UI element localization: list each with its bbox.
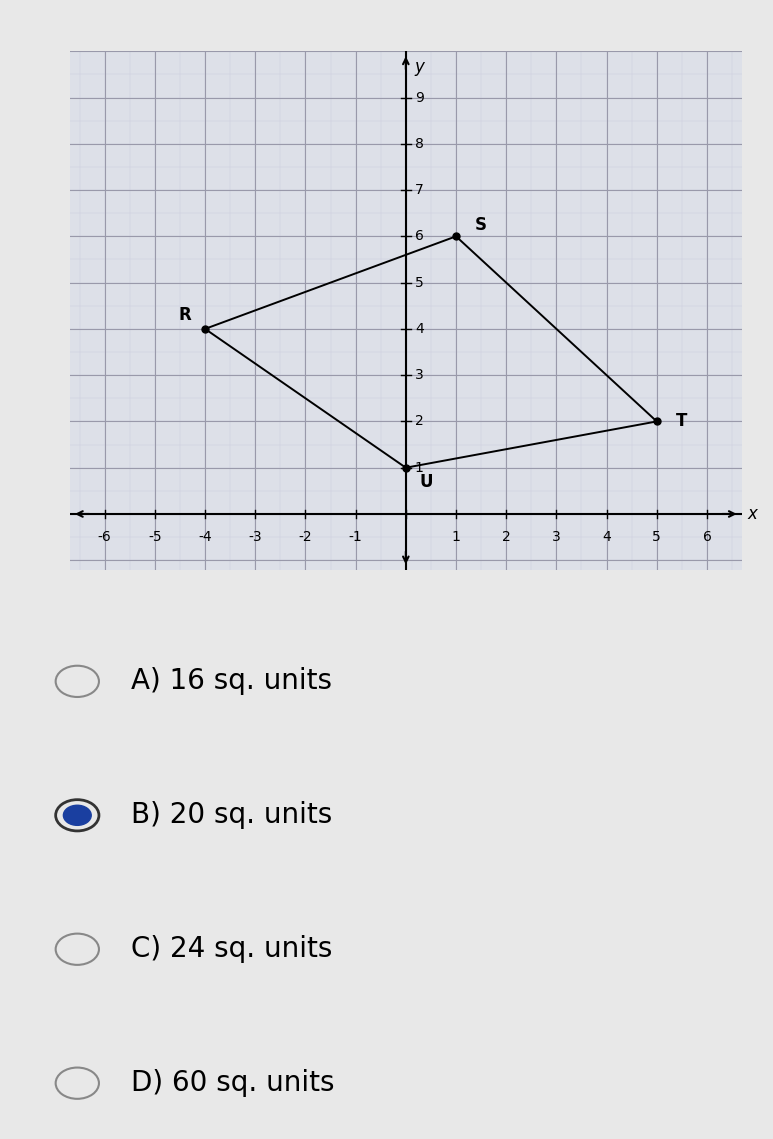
Text: U: U	[419, 473, 433, 491]
Text: 6: 6	[415, 229, 424, 244]
Text: -6: -6	[98, 530, 111, 544]
Text: 1: 1	[415, 460, 424, 475]
Text: D) 60 sq. units: D) 60 sq. units	[131, 1070, 335, 1097]
Text: 4: 4	[602, 530, 611, 544]
Text: B) 20 sq. units: B) 20 sq. units	[131, 802, 332, 829]
Text: 3: 3	[552, 530, 560, 544]
Text: -5: -5	[148, 530, 162, 544]
Text: 9: 9	[415, 90, 424, 105]
Text: A) 16 sq. units: A) 16 sq. units	[131, 667, 332, 695]
Text: -2: -2	[298, 530, 312, 544]
Text: S: S	[475, 215, 487, 233]
Text: 5: 5	[652, 530, 661, 544]
Text: R: R	[179, 306, 192, 323]
Text: C) 24 sq. units: C) 24 sq. units	[131, 935, 333, 964]
Text: -3: -3	[248, 530, 262, 544]
Text: -4: -4	[198, 530, 212, 544]
Text: -1: -1	[349, 530, 363, 544]
Text: 7: 7	[415, 183, 424, 197]
Text: 4: 4	[415, 322, 424, 336]
Text: T: T	[676, 412, 687, 431]
Text: y: y	[415, 58, 424, 76]
Text: 1: 1	[451, 530, 461, 544]
Text: 2: 2	[502, 530, 511, 544]
Circle shape	[63, 805, 91, 826]
Text: 3: 3	[415, 368, 424, 383]
Text: 2: 2	[415, 415, 424, 428]
Text: x: x	[747, 505, 757, 523]
Text: 8: 8	[415, 137, 424, 150]
Text: 6: 6	[703, 530, 711, 544]
Text: 5: 5	[415, 276, 424, 289]
